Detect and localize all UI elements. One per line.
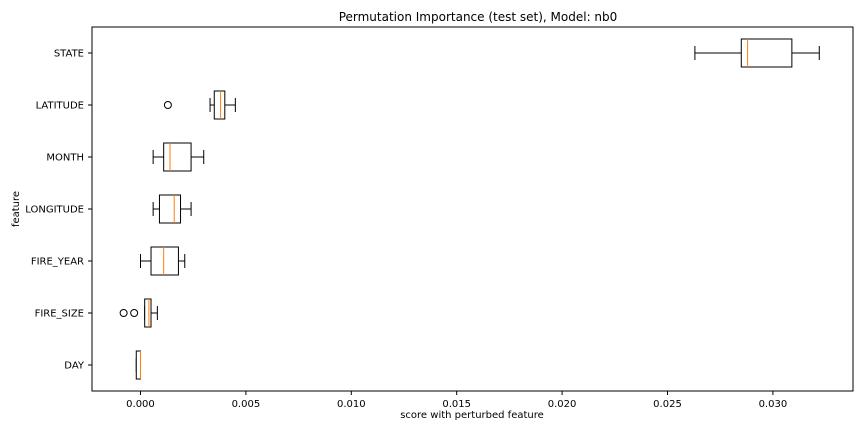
x-tick-label: 0.010: [337, 399, 366, 410]
box: [740, 38, 793, 68]
box: [213, 90, 226, 120]
y-axis-label: feature: [11, 191, 22, 227]
x-tick-label: 0.015: [442, 399, 471, 410]
y-tick-label: STATE: [54, 49, 84, 60]
box: [150, 246, 179, 276]
x-tick-label: 0.025: [653, 399, 682, 410]
y-tick-label: DAY: [64, 361, 85, 372]
y-tick-label: FIRE_YEAR: [31, 257, 84, 268]
y-tick-label: MONTH: [46, 153, 84, 164]
box: [135, 350, 141, 380]
x-tick-label: 0.030: [759, 399, 788, 410]
x-tick-label: 0.000: [126, 399, 155, 410]
box-group: [135, 350, 141, 380]
y-tick-label: LATITUDE: [36, 101, 84, 112]
box-group: [139, 246, 186, 276]
box-group: [152, 194, 192, 224]
plot-frame: [91, 26, 854, 392]
x-axis: 0.000 0.005 0.010 0.015 0.020 0.025 0.030: [126, 391, 787, 410]
y-tick-label: LONGITUDE: [25, 205, 84, 216]
box: [158, 194, 182, 224]
x-axis-label: score with perturbed feature: [400, 410, 544, 421]
chart-title: Permutation Importance (test set), Model…: [339, 10, 618, 24]
boxes-layer: [119, 38, 820, 380]
box: [144, 298, 152, 328]
box: [163, 142, 192, 172]
box-group: [119, 298, 158, 328]
box-group: [152, 142, 205, 172]
outlier-point: [119, 309, 128, 317]
y-tick-label: FIRE_SIZE: [35, 309, 84, 320]
x-tick-label: 0.020: [548, 399, 577, 410]
box-group: [163, 90, 236, 120]
x-tick-label: 0.005: [232, 399, 261, 410]
outlier-point: [130, 309, 139, 317]
y-axis: STATE LATITUDE MONTH LONGITUDE FIRE_YEAR FIRE…: [25, 49, 92, 372]
box-group: [694, 38, 820, 68]
outlier-point: [163, 101, 172, 109]
